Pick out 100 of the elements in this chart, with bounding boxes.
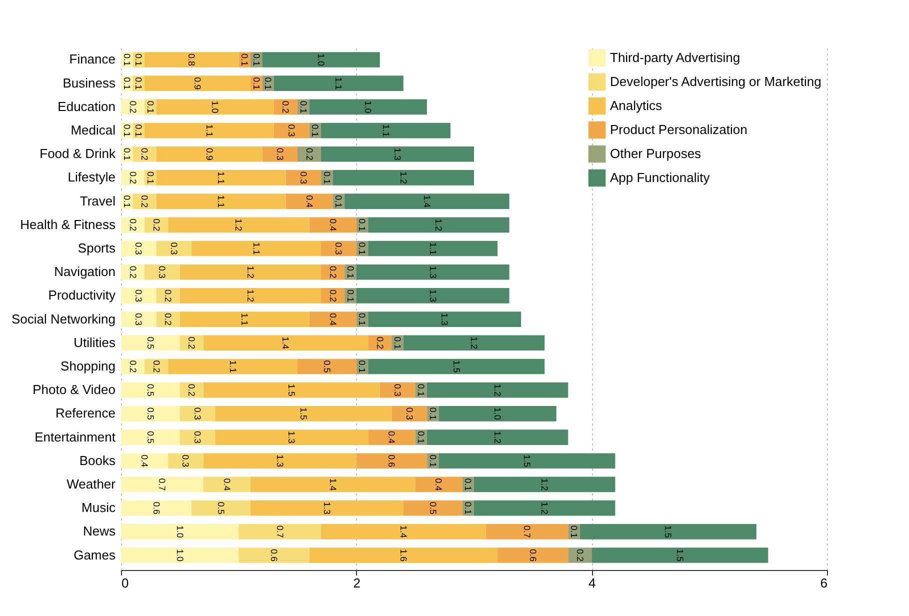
data-label: 1.3 bbox=[286, 431, 297, 444]
data-label: 0.1 bbox=[428, 407, 438, 420]
y-tick-label: Food & Drink bbox=[40, 146, 116, 162]
data-label: 1.1 bbox=[204, 124, 214, 137]
data-label: 1.6 bbox=[398, 548, 408, 562]
data-label: 1.4 bbox=[398, 525, 408, 538]
data-label: 0.3 bbox=[298, 171, 308, 184]
data-label: 1.3 bbox=[428, 266, 438, 278]
data-label: 0.3 bbox=[134, 313, 144, 326]
data-label: 1.0 bbox=[174, 525, 185, 538]
data-label: 1.1 bbox=[380, 124, 391, 137]
data-label: 1.2 bbox=[492, 384, 503, 396]
data-label: 0.1 bbox=[392, 336, 403, 350]
data-label: 0.2 bbox=[374, 336, 385, 350]
data-label: 1.5 bbox=[522, 454, 532, 468]
y-tick-label: Entertainment bbox=[34, 429, 116, 444]
data-label: 1.2 bbox=[469, 336, 479, 350]
y-tick-label: Reference bbox=[56, 406, 116, 421]
data-label: 0.3 bbox=[274, 148, 285, 160]
data-label: 0.1 bbox=[134, 77, 144, 90]
data-label: 0.1 bbox=[310, 124, 320, 137]
data-label: 0.1 bbox=[240, 53, 250, 66]
data-label: 0.7 bbox=[157, 478, 168, 491]
data-label: 1.0 bbox=[210, 100, 220, 114]
data-label: 0.1 bbox=[251, 53, 262, 66]
data-label: 0.5 bbox=[216, 502, 226, 514]
data-label: 1.3 bbox=[428, 289, 438, 302]
data-label: 1.3 bbox=[274, 454, 285, 468]
data-label: 0.1 bbox=[416, 384, 426, 396]
data-label: 0.2 bbox=[151, 360, 162, 373]
data-label: 1.1 bbox=[216, 195, 226, 208]
y-tick-label: Sports bbox=[78, 240, 116, 256]
data-label: 0.1 bbox=[334, 195, 344, 208]
data-label: 0.2 bbox=[128, 266, 138, 278]
data-label: 0.3 bbox=[180, 454, 191, 468]
legend-label: Analytics bbox=[610, 98, 663, 113]
data-label: 0.4 bbox=[140, 454, 150, 468]
y-tick-label: Business bbox=[62, 75, 116, 90]
data-label: 1.5 bbox=[663, 525, 674, 538]
data-label: 0.6 bbox=[386, 454, 397, 468]
data-label: 0.5 bbox=[145, 384, 156, 396]
data-label: 1.0 bbox=[316, 53, 326, 66]
data-label: 1.1 bbox=[334, 77, 344, 90]
data-label: 1.5 bbox=[298, 407, 308, 420]
data-label: 1.2 bbox=[234, 218, 244, 232]
data-label: 0.3 bbox=[286, 124, 297, 137]
y-tick-label: Social Networking bbox=[11, 311, 116, 326]
data-label: 0.3 bbox=[192, 407, 202, 420]
data-label: 0.4 bbox=[304, 195, 314, 208]
x-tick-label: 2 bbox=[353, 576, 360, 590]
data-label: 0.2 bbox=[128, 100, 138, 114]
data-label: 0.1 bbox=[145, 171, 156, 184]
data-label: 0.1 bbox=[122, 124, 132, 137]
data-label: 0.4 bbox=[222, 478, 232, 491]
legend-label: Product Personalization bbox=[610, 122, 748, 137]
data-label: 1.3 bbox=[440, 313, 450, 326]
data-label: 1.5 bbox=[674, 548, 685, 562]
y-tick-label: Travel bbox=[80, 193, 116, 208]
data-label: 1.2 bbox=[540, 478, 550, 491]
y-tick-label: Education bbox=[58, 98, 116, 114]
data-label: 0.2 bbox=[280, 100, 291, 114]
data-label: 0.1 bbox=[122, 53, 132, 66]
y-tick-label: Games bbox=[74, 547, 116, 562]
data-label: 0.2 bbox=[328, 266, 338, 278]
data-label: 0.7 bbox=[274, 525, 285, 538]
y-tick-label: Navigation bbox=[54, 264, 116, 280]
data-label: 0.2 bbox=[163, 313, 174, 326]
data-label: 1.5 bbox=[286, 384, 297, 396]
data-label: 1.2 bbox=[398, 171, 408, 184]
data-label: 0.1 bbox=[463, 478, 474, 491]
data-label: 0.2 bbox=[304, 148, 314, 160]
data-label: 0.3 bbox=[168, 242, 179, 255]
data-label: 1.1 bbox=[228, 360, 238, 373]
data-label: 1.5 bbox=[451, 360, 462, 373]
data-label: 0.1 bbox=[463, 502, 474, 514]
data-label: 0.1 bbox=[357, 313, 368, 326]
data-label: 1.0 bbox=[174, 548, 185, 562]
data-label: 1.4 bbox=[422, 195, 432, 208]
legend-label: Third-party Advertising bbox=[610, 50, 740, 65]
data-label: 0.2 bbox=[186, 384, 197, 396]
data-label: 0.1 bbox=[298, 100, 308, 114]
data-label: 0.5 bbox=[428, 502, 438, 514]
data-label: 1.1 bbox=[240, 313, 250, 326]
data-label: 1.3 bbox=[322, 502, 332, 514]
data-label: 0.1 bbox=[345, 266, 356, 278]
y-tick-label: Health & Fitness bbox=[20, 216, 116, 232]
y-tick-label: News bbox=[82, 524, 116, 539]
x-tick-label: 0 bbox=[122, 576, 129, 590]
data-label: 0.1 bbox=[357, 218, 368, 232]
legend-label: App Functionality bbox=[610, 170, 710, 185]
data-label: 0.4 bbox=[328, 313, 338, 326]
data-label: 1.1 bbox=[216, 171, 226, 184]
data-label: 1.0 bbox=[492, 407, 503, 420]
y-tick-label: Shopping bbox=[60, 358, 116, 374]
data-label: 1.4 bbox=[280, 336, 291, 350]
data-label: 1.3 bbox=[392, 148, 403, 160]
data-label: 0.1 bbox=[263, 77, 274, 90]
data-label: 0.1 bbox=[322, 171, 332, 184]
data-label: 0.1 bbox=[357, 360, 368, 373]
data-label: 1.1 bbox=[428, 242, 438, 255]
